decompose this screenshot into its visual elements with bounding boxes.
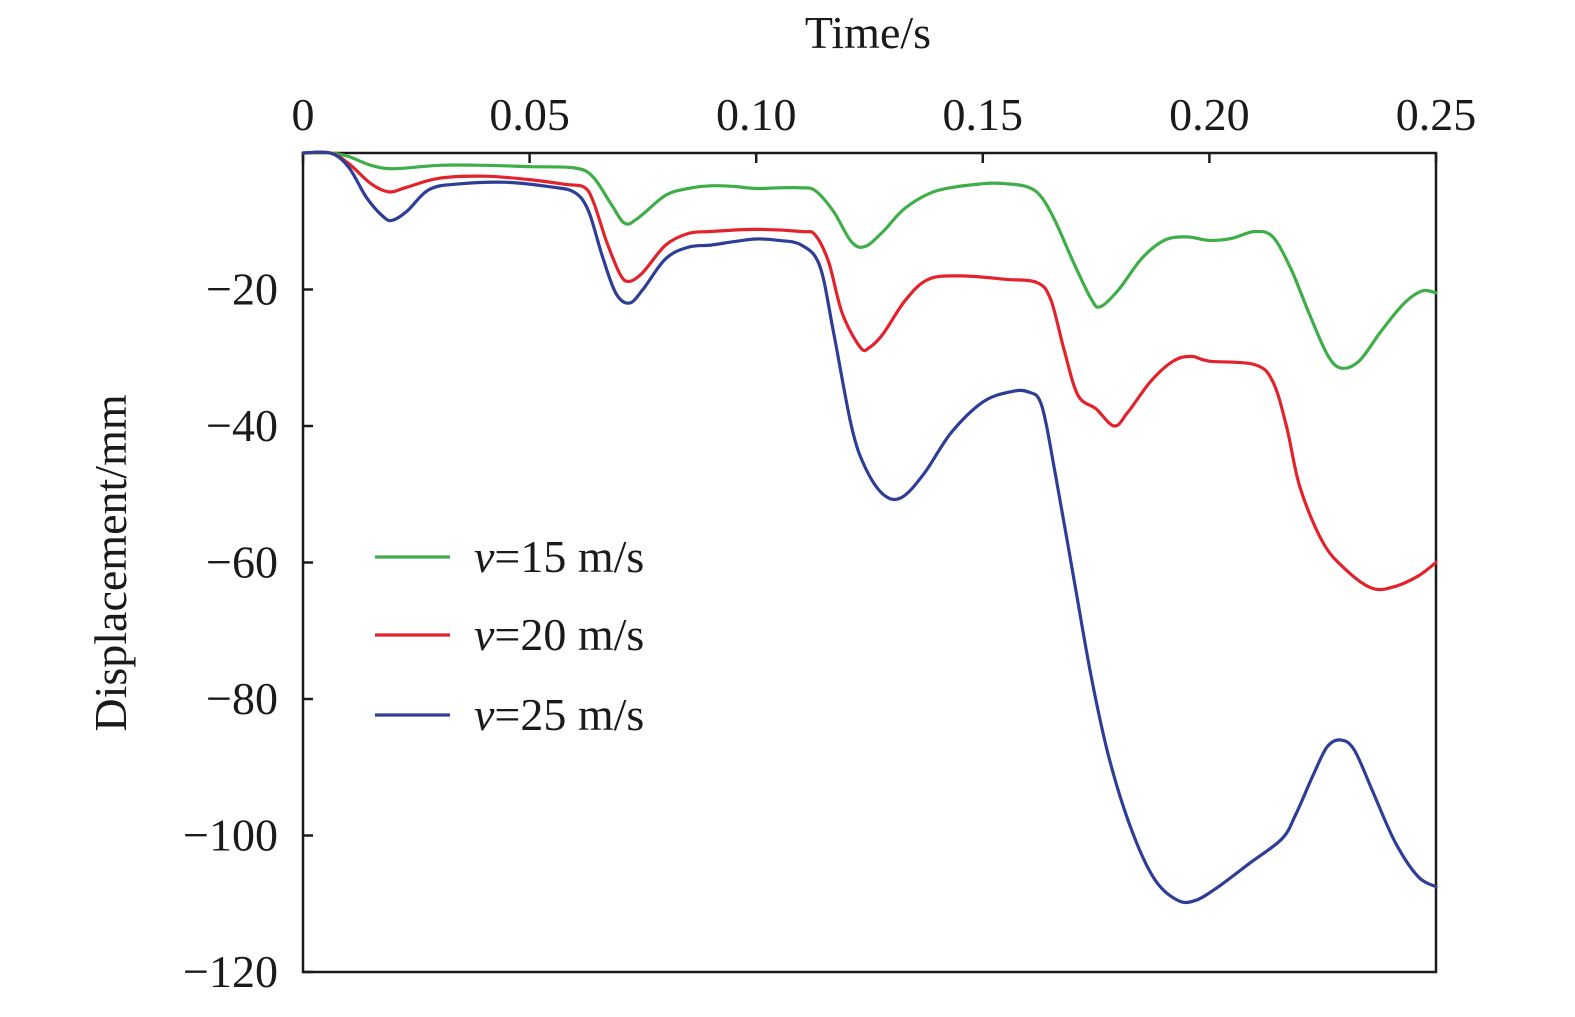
y-axis-ticks: −20 −40 −60 −80 −100 −120 [183,264,313,997]
series-line-1 [301,151,1438,370]
legend-label-3: v=25 m/s [474,689,644,740]
y-tick-label: −60 [206,537,278,588]
x-tick-label: 0 [292,89,315,140]
x-tick-label: 0.05 [489,89,570,140]
y-tick-label: −20 [206,264,278,315]
y-tick-label: −80 [206,673,278,724]
x-tick-label: 0.15 [943,89,1024,140]
legend: v=15 m/s v=20 m/s v=25 m/s [375,531,644,740]
plot-area-frame [301,151,1438,974]
legend-label-2: v=20 m/s [474,609,644,660]
series-line-2 [301,150,1438,592]
series-lines [301,150,1438,905]
x-tick-label: 0.10 [716,89,797,140]
x-tick-label: 0.25 [1396,89,1477,140]
series-line-3 [301,150,1438,905]
y-tick-label: −40 [206,400,278,451]
y-axis-title: Displacement/mm [85,394,136,731]
x-tick-label: 0.20 [1169,89,1250,140]
legend-label-1: v=15 m/s [474,531,644,582]
x-axis-ticks: 0 0.05 0.10 0.15 0.20 0.25 [292,89,1477,163]
y-tick-label: −120 [183,946,278,997]
x-axis-title: Time/s [805,7,931,58]
y-tick-label: −100 [183,810,278,861]
